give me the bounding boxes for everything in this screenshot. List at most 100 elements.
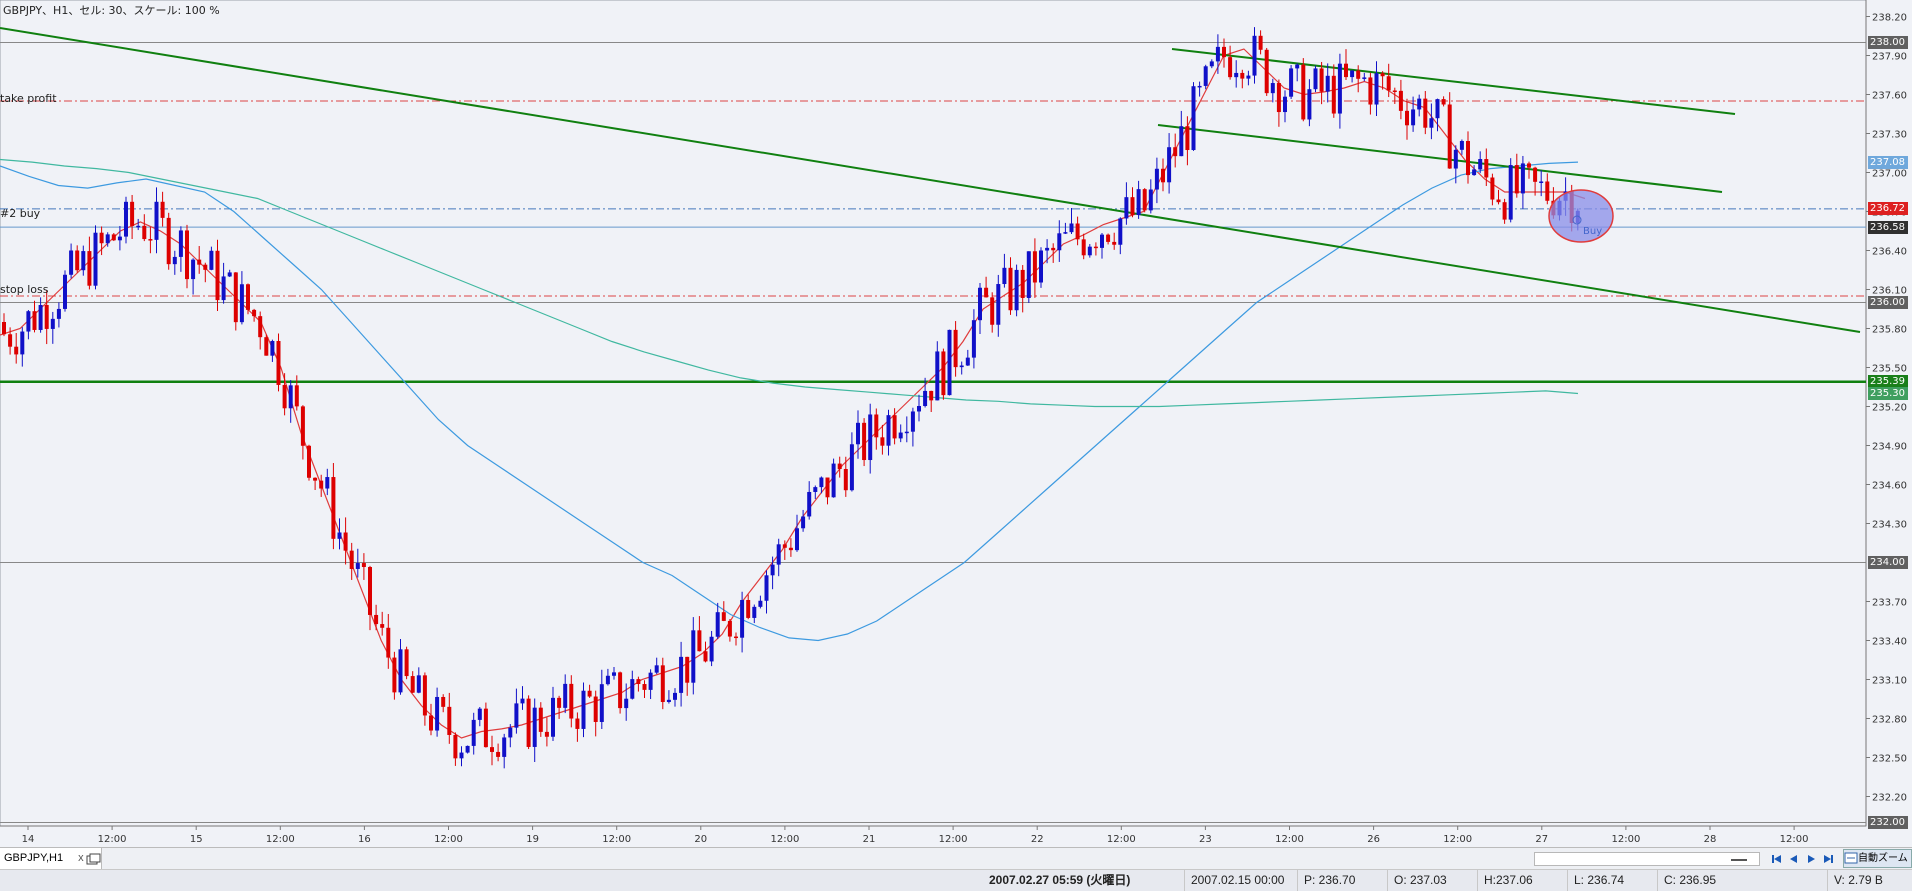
- chart-plot[interactable]: 238.20237.90237.60237.30237.00236.70236.…: [0, 0, 1912, 847]
- candle-body: [1185, 126, 1190, 151]
- candle: [532, 698, 537, 763]
- candle: [1472, 165, 1477, 176]
- candle: [618, 671, 623, 714]
- candle-body: [490, 747, 494, 752]
- candle: [721, 601, 726, 622]
- candle-body: [874, 414, 879, 438]
- candle: [1063, 222, 1068, 234]
- candle-body: [904, 431, 909, 434]
- window-tile-button[interactable]: [86, 852, 102, 865]
- candle: [996, 274, 1001, 337]
- candle-body: [551, 697, 555, 737]
- scroll-right-button[interactable]: [1804, 852, 1818, 866]
- candle-body: [825, 477, 830, 498]
- candle: [813, 485, 818, 500]
- scroll-left-button[interactable]: [1787, 852, 1801, 866]
- auto-zoom-button[interactable]: 自動ズーム: [1843, 849, 1912, 868]
- candle-body: [1429, 118, 1434, 128]
- candle-body: [1130, 197, 1135, 216]
- candle: [679, 641, 684, 707]
- candle-body: [1331, 75, 1336, 114]
- candle: [105, 232, 110, 247]
- candle-body: [1368, 77, 1373, 105]
- candle-body: [63, 274, 67, 309]
- candle-body: [795, 528, 799, 551]
- scroll-slider[interactable]: [1534, 852, 1760, 866]
- candle: [166, 212, 171, 270]
- candle: [971, 309, 976, 369]
- chart-window[interactable]: 238.20237.90237.60237.30237.00236.70236.…: [0, 0, 1912, 847]
- candle-body: [154, 201, 159, 240]
- candle-body: [1423, 98, 1428, 128]
- candle-body: [477, 708, 482, 720]
- candle: [142, 214, 147, 242]
- candle: [1032, 238, 1037, 298]
- candle: [410, 671, 415, 694]
- candle-body: [856, 422, 860, 445]
- candle: [1203, 64, 1208, 90]
- candle: [1441, 96, 1446, 107]
- candle-body: [1478, 159, 1483, 170]
- candle-body: [258, 316, 263, 338]
- candle: [1228, 45, 1233, 80]
- candle-body: [87, 251, 92, 286]
- candle: [270, 339, 275, 362]
- candle-body: [416, 675, 421, 693]
- candle: [2, 313, 6, 337]
- candle: [630, 670, 635, 700]
- candle: [1167, 133, 1172, 194]
- candle: [459, 746, 464, 767]
- candle: [544, 717, 549, 747]
- y-axis-ticks: 238.20237.90237.60237.30237.00236.70236.…: [1866, 13, 1907, 804]
- candle-body: [563, 683, 568, 708]
- scroll-first-button[interactable]: [1770, 852, 1784, 866]
- candle: [1191, 82, 1196, 151]
- candle-body: [197, 259, 202, 265]
- candle: [1026, 251, 1031, 303]
- candle: [1398, 79, 1403, 120]
- candle-body: [319, 480, 324, 489]
- candle-body: [1289, 68, 1294, 97]
- candle-body: [313, 477, 318, 481]
- candle: [26, 309, 31, 340]
- candle: [203, 262, 208, 283]
- candle: [20, 327, 25, 367]
- candle: [258, 311, 263, 350]
- candle-body: [941, 351, 946, 396]
- candle: [959, 361, 964, 375]
- buy-marker[interactable]: Buy: [1548, 189, 1614, 243]
- candle: [1301, 58, 1306, 122]
- candle: [1283, 90, 1287, 123]
- candle-body: [233, 272, 238, 323]
- candle-body: [569, 683, 574, 719]
- channel-bottom-line[interactable]: [1157, 124, 1723, 193]
- candle: [538, 702, 543, 737]
- candle: [1264, 47, 1269, 96]
- candle-body: [453, 734, 458, 759]
- candle-body: [1350, 70, 1355, 78]
- chart-tab[interactable]: GBPJPY,H1 x: [0, 848, 102, 869]
- candle: [1295, 63, 1300, 82]
- candle-body: [1386, 76, 1391, 91]
- candle-body: [496, 751, 501, 757]
- candle-body: [307, 445, 311, 478]
- candle-body: [288, 385, 293, 409]
- candle-body: [685, 656, 690, 683]
- candle-body: [1191, 86, 1196, 151]
- scroll-last-button[interactable]: [1821, 852, 1835, 866]
- candle-body: [630, 679, 635, 699]
- candle-body: [624, 698, 629, 709]
- chart-tab-close[interactable]: x: [78, 852, 84, 864]
- candle-body: [1441, 99, 1446, 105]
- candle-body: [1203, 66, 1208, 86]
- candle: [386, 614, 391, 669]
- candle-body: [605, 675, 610, 685]
- candle-body: [1496, 199, 1501, 203]
- price-tag-6: 235.30: [1868, 387, 1908, 400]
- candle: [880, 424, 885, 455]
- candle-body: [819, 477, 824, 488]
- downtrend-line-long[interactable]: [0, 27, 1861, 333]
- candle: [593, 690, 598, 737]
- candle-body: [1484, 159, 1489, 178]
- candle: [221, 262, 226, 304]
